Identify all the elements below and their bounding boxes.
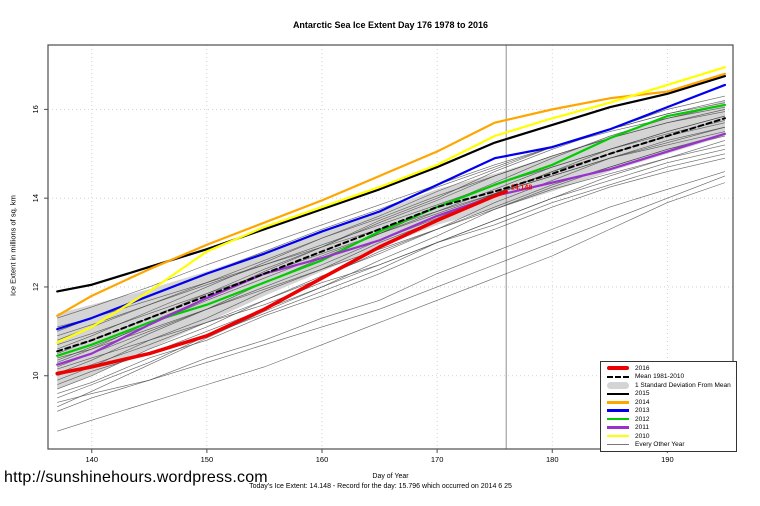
legend-swatch-icon — [607, 375, 629, 378]
plot-frame — [47, 44, 734, 450]
y-tick-label: 10 — [31, 372, 40, 380]
legend-item-2010: 2010 — [601, 432, 736, 440]
legend-swatch-icon — [607, 366, 629, 371]
series-line-2015 — [56, 74, 727, 293]
other-year-line — [57, 157, 726, 394]
legend-item-2012: 2012 — [601, 415, 736, 423]
legend-label: 2010 — [635, 432, 650, 440]
x-tick-label: 150 — [201, 455, 214, 464]
legend-label: 2012 — [635, 415, 650, 423]
series-line-2012 — [56, 103, 727, 357]
legend-item-2015: 2015 — [601, 390, 736, 398]
other-year-line — [57, 106, 726, 319]
legend-label: 2013 — [635, 407, 650, 415]
series-line-mean-1981-2010 — [56, 117, 726, 353]
footnote-extent: Today's Ice Extent: 14.148 - Record for … — [249, 483, 512, 490]
legend-label: 1 Standard Deviation From Mean — [635, 381, 731, 389]
current-extent-label: 14.148 — [511, 184, 533, 191]
legend-swatch-icon — [607, 444, 629, 446]
legend-item-2016: 2016 — [601, 364, 736, 372]
legend-swatch-icon — [607, 401, 629, 404]
legend-item-mean-1981-2010: Mean 1981-2010 — [601, 373, 736, 381]
legend-label: Mean 1981-2010 — [635, 373, 685, 381]
series-line-2010 — [56, 66, 727, 344]
other-year-line — [57, 120, 726, 337]
legend-label: 2016 — [635, 364, 650, 372]
series-line-2016 — [55, 189, 508, 376]
other-year-line — [57, 140, 726, 399]
legend-item-1-standard-deviation-from-mean: 1 Standard Deviation From Mean — [601, 381, 736, 389]
y-tick-label: 12 — [31, 283, 40, 291]
legend-swatch-icon — [607, 417, 629, 421]
site-url[interactable]: http://sunshinehours.wordpress.com — [4, 469, 268, 486]
legend: 2016 Mean 1981-2010 1 Standard Deviation F… — [600, 361, 737, 452]
legend-item-2011: 2011 — [601, 424, 736, 432]
legend-swatch-icon — [607, 392, 629, 396]
legend-swatch-icon — [607, 426, 629, 429]
legend-item-2014: 2014 — [601, 398, 736, 406]
chart-title: Antarctic Sea Ice Extent Day 176 1978 to… — [292, 20, 489, 30]
legend-item-every-other-year: Every Other Year — [601, 441, 736, 449]
legend-label: 2014 — [635, 398, 650, 406]
other-year-line — [57, 175, 726, 403]
y-tick-label: 16 — [31, 105, 40, 113]
x-tick-label: 140 — [85, 455, 98, 464]
other-year-line — [57, 182, 726, 432]
legend-label: 2011 — [635, 424, 649, 432]
y-tick-label: 14 — [31, 194, 40, 202]
other-year-line — [57, 144, 726, 359]
legend-item-2013: 2013 — [601, 407, 736, 415]
x-axis-label: Day of Year — [372, 473, 409, 480]
series-line-2014 — [56, 72, 727, 317]
legend-swatch-icon — [607, 409, 629, 412]
other-year-line — [57, 135, 726, 377]
series-line-2011 — [56, 132, 727, 366]
other-year-line — [57, 153, 726, 370]
legend-label: 2015 — [635, 390, 650, 398]
x-tick-label: 160 — [316, 455, 329, 464]
series-line-2013 — [56, 83, 727, 331]
legend-label: Every Other Year — [635, 441, 685, 449]
x-tick-label: 180 — [546, 455, 559, 464]
x-tick-label: 170 — [431, 455, 444, 464]
legend-swatch-icon — [607, 381, 629, 389]
x-tick-label: 190 — [661, 455, 674, 464]
legend-swatch-icon — [607, 434, 629, 438]
